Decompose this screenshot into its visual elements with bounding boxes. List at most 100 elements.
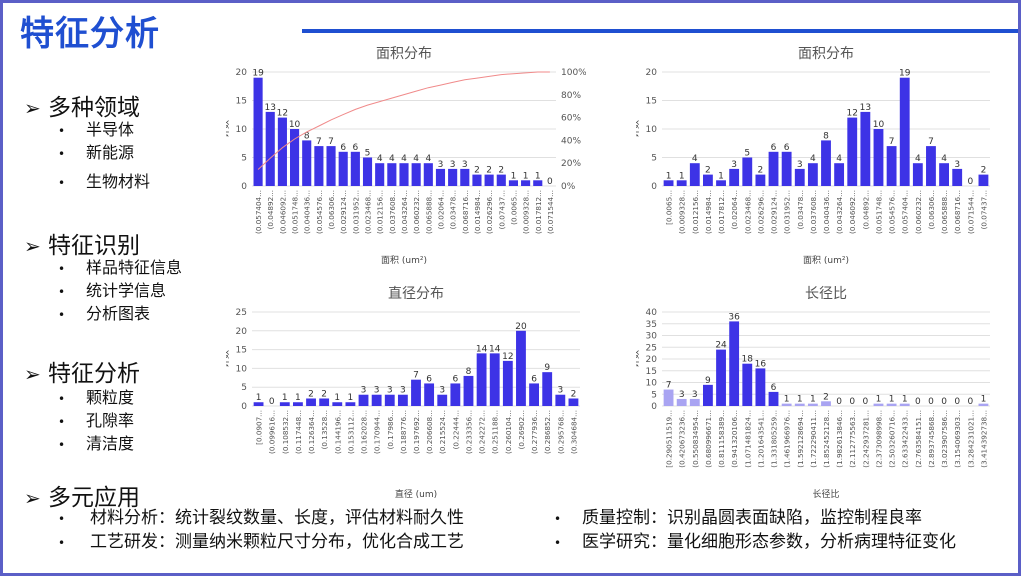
y-tick-label: 25 — [236, 308, 247, 318]
bullet-icon: • — [58, 262, 66, 276]
bar — [358, 394, 369, 406]
list-item: • 生物材料 — [58, 170, 150, 193]
x-tick-label: (0.144196... — [333, 410, 342, 454]
section-heading-applications: ➢ 多元应用 — [24, 485, 140, 511]
chart-svg: 直径分布 0 5 10 15 20 25 计数 1 [0.0907... 0 (0.099616...… — [226, 285, 580, 500]
bar — [716, 180, 726, 186]
list-item: • 医学研究：量化细胞形态参数，分析病理特征变化 — [554, 530, 956, 554]
bar — [332, 402, 343, 406]
data-label: 8 — [304, 131, 310, 141]
bar — [496, 174, 506, 186]
section-heading-identification: ➢ 特征识别 — [24, 233, 140, 259]
bar — [306, 398, 316, 406]
section-heading-analysis: ➢ 特征分析 — [24, 361, 140, 387]
y-tick-label: 10 — [236, 364, 248, 374]
x-tick-label: (0.03478... — [796, 190, 805, 229]
y2-tick-label: 100% — [561, 68, 586, 78]
x-tick-label: [0.290511519... — [665, 410, 674, 468]
x-axis-label: 直径 (um) — [395, 488, 437, 500]
data-label: 6 — [771, 143, 777, 153]
x-tick-label: (2.112775563... — [848, 410, 857, 468]
data-label: 3 — [797, 160, 803, 170]
x-tick-label: (0.057404... — [254, 190, 263, 234]
y-tick-label: 10 — [646, 125, 658, 135]
bullet-icon: • — [58, 536, 66, 550]
data-label: 3 — [731, 160, 737, 170]
data-label: 2 — [474, 166, 480, 176]
bar — [689, 163, 700, 186]
data-label: 3 — [450, 160, 456, 170]
bar — [277, 117, 287, 186]
data-label: 12 — [847, 109, 858, 119]
section-list-domains: • 半导体 • 新能源 • 生物材料 — [58, 118, 150, 193]
bar — [435, 168, 446, 186]
x-axis-label: 长径比 — [812, 488, 839, 500]
data-label: 12 — [502, 352, 513, 362]
x-tick-label: (0.22444... — [451, 410, 460, 449]
list-item: • 统计学信息 — [58, 279, 182, 302]
y-tick-label: 15 — [236, 97, 247, 107]
x-tick-label: (0.071544... — [546, 190, 555, 234]
arrow-icon: ➢ — [24, 96, 41, 120]
x-tick-label: (0.054576... — [315, 190, 324, 234]
bar — [821, 401, 831, 406]
section-heading-domains: ➢ 多种领域 — [24, 95, 140, 121]
x-tick-label: (0.162028... — [360, 410, 369, 454]
x-tick-label: (1.201643541... — [756, 410, 765, 468]
chart-svg: 面积分布05101520计数1[0.0065...1(0.009328...4(… — [636, 46, 990, 266]
data-label: 1 — [666, 171, 672, 181]
bar — [460, 168, 470, 186]
bullet-icon: • — [58, 512, 66, 526]
data-label: 1 — [876, 395, 882, 405]
chart-aspect-ratio: 长径比 0 5 10 15 20 25 30 35 40 计数 7 [0.290511519... 3 (0… — [636, 284, 998, 500]
bar — [703, 174, 713, 186]
data-label: 6 — [352, 143, 358, 153]
data-label: 1 — [535, 171, 541, 181]
x-tick-label: (0.117448... — [294, 410, 303, 454]
data-label: 3 — [374, 386, 380, 396]
bar — [397, 394, 408, 406]
data-label: 12 — [277, 109, 288, 119]
bar — [411, 379, 421, 406]
data-label: 16 — [755, 359, 767, 369]
bar — [568, 398, 579, 406]
data-label: 2 — [981, 166, 987, 176]
data-label: 1 — [718, 171, 724, 181]
list-item: • 样品特征信息 — [58, 256, 182, 279]
bar — [279, 402, 290, 406]
data-label: 1 — [810, 395, 816, 405]
bullet-icon: • — [554, 512, 562, 526]
data-label: 6 — [784, 143, 790, 153]
x-tick-label: (0.242272... — [478, 410, 487, 454]
bar — [794, 168, 805, 186]
bar — [873, 403, 884, 406]
chart-area-distribution-pareto: 面积分布 0 5 10 15 20 计数 0% 20% 40% 60% 80% 100% 19 (0.057… — [226, 44, 586, 266]
bar — [362, 157, 373, 186]
y2-tick-label: 60% — [561, 114, 581, 124]
y-tick-label: 20 — [646, 68, 658, 78]
y2-tick-label: 20% — [561, 159, 581, 169]
x-tick-label: (0.046092... — [848, 190, 857, 234]
x-tick-label: (0.029124... — [770, 190, 779, 234]
x-tick-label: (0.012156... — [691, 190, 700, 234]
list-item: • 孔隙率 — [58, 409, 134, 432]
chart-svg: 长径比0510152025303540计数7[0.290511519...3(0… — [636, 286, 990, 500]
data-label: 4 — [941, 154, 947, 164]
data-label: 2 — [308, 389, 314, 399]
x-tick-label: (0.260104... — [504, 410, 513, 454]
x-tick-label: (0.068716... — [953, 190, 962, 234]
list-item: • 分析图表 — [58, 302, 182, 325]
bar — [847, 117, 858, 186]
y-tick-label: 0 — [241, 182, 247, 192]
data-label: 0 — [849, 397, 855, 407]
x-tick-label: (0.014984... — [473, 190, 482, 234]
data-label: 0 — [915, 397, 921, 407]
data-label: 4 — [389, 154, 395, 164]
data-label: 10 — [873, 120, 885, 130]
y-tick-label: 25 — [646, 343, 657, 353]
x-tick-label: (0.054576... — [888, 190, 897, 234]
y2-tick-label: 40% — [561, 136, 581, 146]
bar — [326, 146, 336, 186]
bar — [437, 394, 448, 406]
bullet-icon: • — [58, 176, 66, 190]
